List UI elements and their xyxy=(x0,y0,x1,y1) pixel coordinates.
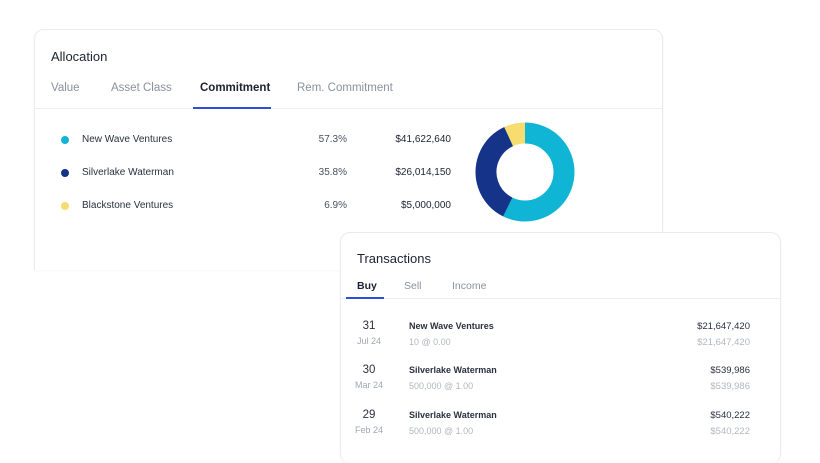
allocation-title: Allocation xyxy=(51,49,108,64)
transaction-month: Mar 24 xyxy=(354,380,383,390)
transaction-row[interactable]: 30 Mar 24 Silverlake Waterman 500,000 @ … xyxy=(341,364,780,398)
transactions-tabs: Buy Sell Income xyxy=(341,278,780,299)
allocation-tabs: Value Asset Class Commitment Rem. Commit… xyxy=(35,80,662,109)
transaction-detail: 500,000 @ 1.00 xyxy=(409,381,474,391)
transaction-row[interactable]: 31 Jul 24 New Wave Ventures 10 @ 0.00 $2… xyxy=(341,320,780,354)
transaction-detail: 500,000 @ 1.00 xyxy=(409,426,474,436)
tab-buy[interactable]: Buy xyxy=(357,280,377,292)
legend-dot-blackstone xyxy=(61,202,69,210)
tab-value[interactable]: Value xyxy=(51,82,80,94)
allocation-pct: 6.9% xyxy=(324,200,347,211)
transaction-amount: $21,647,420 xyxy=(697,321,750,332)
tab-income[interactable]: Income xyxy=(452,280,487,292)
transaction-amount-secondary: $21,647,420 xyxy=(697,337,750,348)
allocation-name: Silverlake Waterman xyxy=(82,167,174,178)
transaction-day: 29 xyxy=(362,409,376,421)
allocation-name: New Wave Ventures xyxy=(82,134,173,145)
transaction-amount: $539,986 xyxy=(710,365,750,376)
allocation-row[interactable]: New Wave Ventures 57.3% $41,622,640 xyxy=(35,131,455,151)
transaction-name: Silverlake Waterman xyxy=(409,365,497,375)
transaction-day: 31 xyxy=(362,320,376,332)
active-tab-indicator xyxy=(346,297,384,299)
active-tab-indicator xyxy=(193,107,271,109)
allocation-row[interactable]: Blackstone Ventures 6.9% $5,000,000 xyxy=(35,197,455,217)
allocation-card: Allocation Value Asset Class Commitment … xyxy=(34,29,663,270)
tab-sell[interactable]: Sell xyxy=(404,280,422,292)
transactions-title: Transactions xyxy=(357,251,431,266)
donut-slice-new-wave-ventures xyxy=(475,122,575,222)
legend-dot-silverlake xyxy=(61,169,69,177)
allocation-amount: $5,000,000 xyxy=(400,200,451,211)
allocation-row[interactable]: Silverlake Waterman 35.8% $26,014,150 xyxy=(35,164,455,184)
transaction-name: Silverlake Waterman xyxy=(409,410,497,420)
allocation-donut-chart xyxy=(475,122,575,222)
allocation-pct: 57.3% xyxy=(318,134,347,145)
transactions-card: Transactions Buy Sell Income 31 Jul 24 N… xyxy=(340,232,781,463)
donut-slice-blackstone-ventures xyxy=(475,122,575,222)
tab-commitment[interactable]: Commitment xyxy=(200,82,271,94)
tab-asset-class[interactable]: Asset Class xyxy=(111,82,172,94)
allocation-pct: 35.8% xyxy=(318,167,347,178)
transaction-row[interactable]: 29 Feb 24 Silverlake Waterman 500,000 @ … xyxy=(341,409,780,443)
donut-slice-silverlake-waterman xyxy=(475,122,575,222)
transaction-name: New Wave Ventures xyxy=(409,321,494,331)
tab-rem-commitment[interactable]: Rem. Commitment xyxy=(297,82,393,94)
transaction-day: 30 xyxy=(362,364,376,376)
transaction-amount: $540,222 xyxy=(710,410,750,421)
legend-dot-new-wave xyxy=(61,136,69,144)
transaction-month: Feb 24 xyxy=(354,425,384,435)
allocation-amount: $41,622,640 xyxy=(395,134,451,145)
transaction-amount-secondary: $539,986 xyxy=(710,381,750,392)
transaction-month: Jul 24 xyxy=(356,336,382,346)
transaction-detail: 10 @ 0.00 xyxy=(409,337,451,347)
transaction-amount-secondary: $540,222 xyxy=(710,426,750,437)
allocation-name: Blackstone Ventures xyxy=(82,200,174,211)
allocation-amount: $26,014,150 xyxy=(395,167,451,178)
